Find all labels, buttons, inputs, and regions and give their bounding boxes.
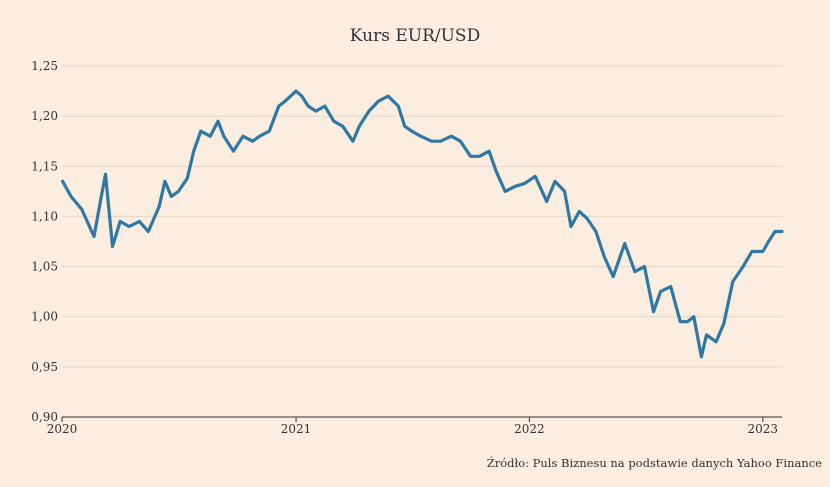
y-tick-label: 1,05 <box>31 260 58 274</box>
chart-source: Źródło: Puls Biznesu na podstawie danych… <box>487 456 822 470</box>
x-tick-label: 2022 <box>514 422 545 436</box>
x-tick-label: 2023 <box>748 422 779 436</box>
y-tick-label: 1,25 <box>31 59 58 73</box>
y-tick-label: 1,10 <box>31 209 58 223</box>
y-tick-label: 0,95 <box>31 360 58 374</box>
series-line-0 <box>61 89 784 359</box>
x-tick-label: 2020 <box>47 422 78 436</box>
y-tick-label: 0,90 <box>31 410 58 424</box>
y-tick-label: 1,00 <box>31 310 58 324</box>
x-tick-label: 2021 <box>281 422 312 436</box>
y-tick-label: 1,20 <box>31 109 58 123</box>
chart-title: Kurs EUR/USD <box>350 26 480 46</box>
y-tick-label: 1,15 <box>31 159 58 173</box>
